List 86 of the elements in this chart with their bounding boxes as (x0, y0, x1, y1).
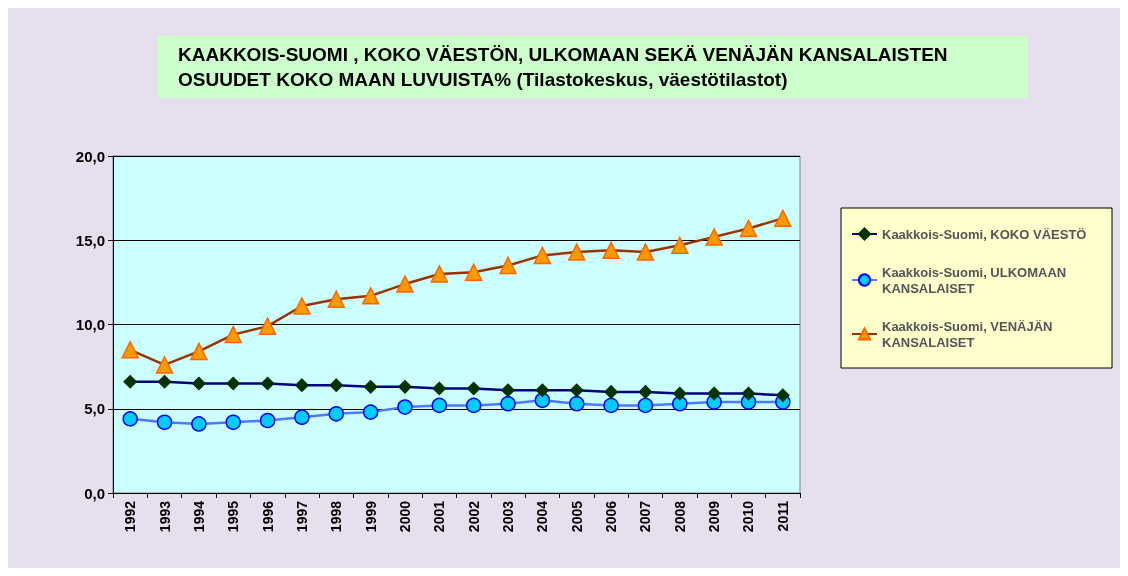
point (672, 395, 688, 412)
point (739, 219, 758, 238)
point (430, 265, 449, 283)
point (327, 290, 346, 308)
point (293, 297, 311, 315)
point (226, 376, 240, 391)
x-tick-label: 2010 (740, 500, 757, 533)
x-tick-label: 2002 (465, 500, 482, 533)
x-tick-label: 2009 (706, 500, 723, 533)
point (707, 386, 721, 401)
point (638, 385, 653, 399)
x-tick-label: 1997 (293, 500, 310, 533)
point (602, 241, 620, 260)
x-tick-label: 2008 (671, 500, 688, 533)
x-tick-label: 2006 (603, 500, 620, 533)
point (432, 381, 447, 396)
point (361, 287, 380, 305)
x-tick-label: 1995 (225, 500, 242, 533)
y-tick-label: 5,0 (84, 400, 105, 418)
point (363, 380, 378, 394)
point (225, 414, 241, 430)
x-tick-label: 2007 (637, 500, 654, 533)
x-tick-label: 1993 (156, 500, 173, 533)
point (224, 325, 242, 344)
legend-label: Kaakkois-Suomi, KOKO VÄESTÖ (882, 226, 1087, 242)
point (604, 385, 618, 399)
point (671, 236, 689, 255)
point (465, 397, 482, 414)
point (569, 383, 584, 397)
y-tick-label: 0,0 (84, 484, 105, 502)
x-tick-label: 2003 (500, 500, 517, 533)
point (328, 406, 345, 422)
x-tick-label: 2000 (396, 500, 413, 533)
point (568, 395, 585, 412)
x-tick-label: 1998 (328, 500, 345, 533)
point (397, 399, 413, 415)
point (567, 243, 586, 261)
point (190, 342, 208, 361)
point (466, 381, 481, 396)
point (431, 397, 448, 414)
point (741, 386, 756, 401)
point (259, 412, 276, 429)
point (123, 375, 137, 389)
point (121, 341, 139, 359)
x-tick-label: 2004 (534, 500, 551, 533)
point (464, 263, 483, 282)
legend-label: Kaakkois-Suomi, ULKOMAAN KANSALAISET (882, 264, 1070, 296)
point (774, 209, 792, 228)
x-tick-label: 2005 (568, 500, 585, 533)
x-tick-label: 1992 (122, 500, 139, 533)
x-tick-label: 2011 (774, 500, 791, 532)
point (155, 356, 174, 374)
chart-title: KAAKKOIS-SUOMI , KOKO VÄESTÖN, ULKOMAAN SEKÄ VENÄJÄN KANSALAISTEN OSUUDET KOKO MAAN LUVUISTA% (Tilastokeskus, väestötilastot) (178, 44, 953, 90)
point (603, 397, 619, 414)
point (705, 228, 723, 246)
point (398, 380, 412, 394)
point (396, 275, 414, 293)
point (192, 376, 206, 391)
point (260, 376, 275, 391)
x-tick-label: 2001 (431, 500, 448, 533)
point (499, 256, 517, 275)
x-tick-label: 1999 (362, 500, 379, 533)
point (535, 383, 550, 397)
y-tick-label: 15,0 (75, 231, 105, 249)
point (258, 317, 277, 335)
point (636, 243, 655, 261)
point (294, 409, 310, 425)
point (122, 411, 138, 427)
x-tick-label: 1996 (259, 500, 276, 533)
point (295, 378, 309, 392)
x-tick-label: 1994 (190, 500, 207, 533)
point (157, 375, 172, 389)
legend-label: Kaakkois-Suomi, VENÄJÄN KANSALAISET (882, 318, 1057, 350)
point (637, 397, 654, 414)
point (534, 392, 551, 409)
point (329, 378, 344, 392)
point (501, 383, 515, 397)
point (500, 395, 516, 412)
y-tick-label: 20,0 (75, 147, 105, 165)
point (191, 416, 207, 432)
point (776, 388, 790, 403)
point (533, 246, 552, 265)
point (673, 386, 687, 401)
point (156, 414, 173, 430)
y-tick-label: 10,0 (75, 316, 105, 333)
point (362, 404, 379, 420)
